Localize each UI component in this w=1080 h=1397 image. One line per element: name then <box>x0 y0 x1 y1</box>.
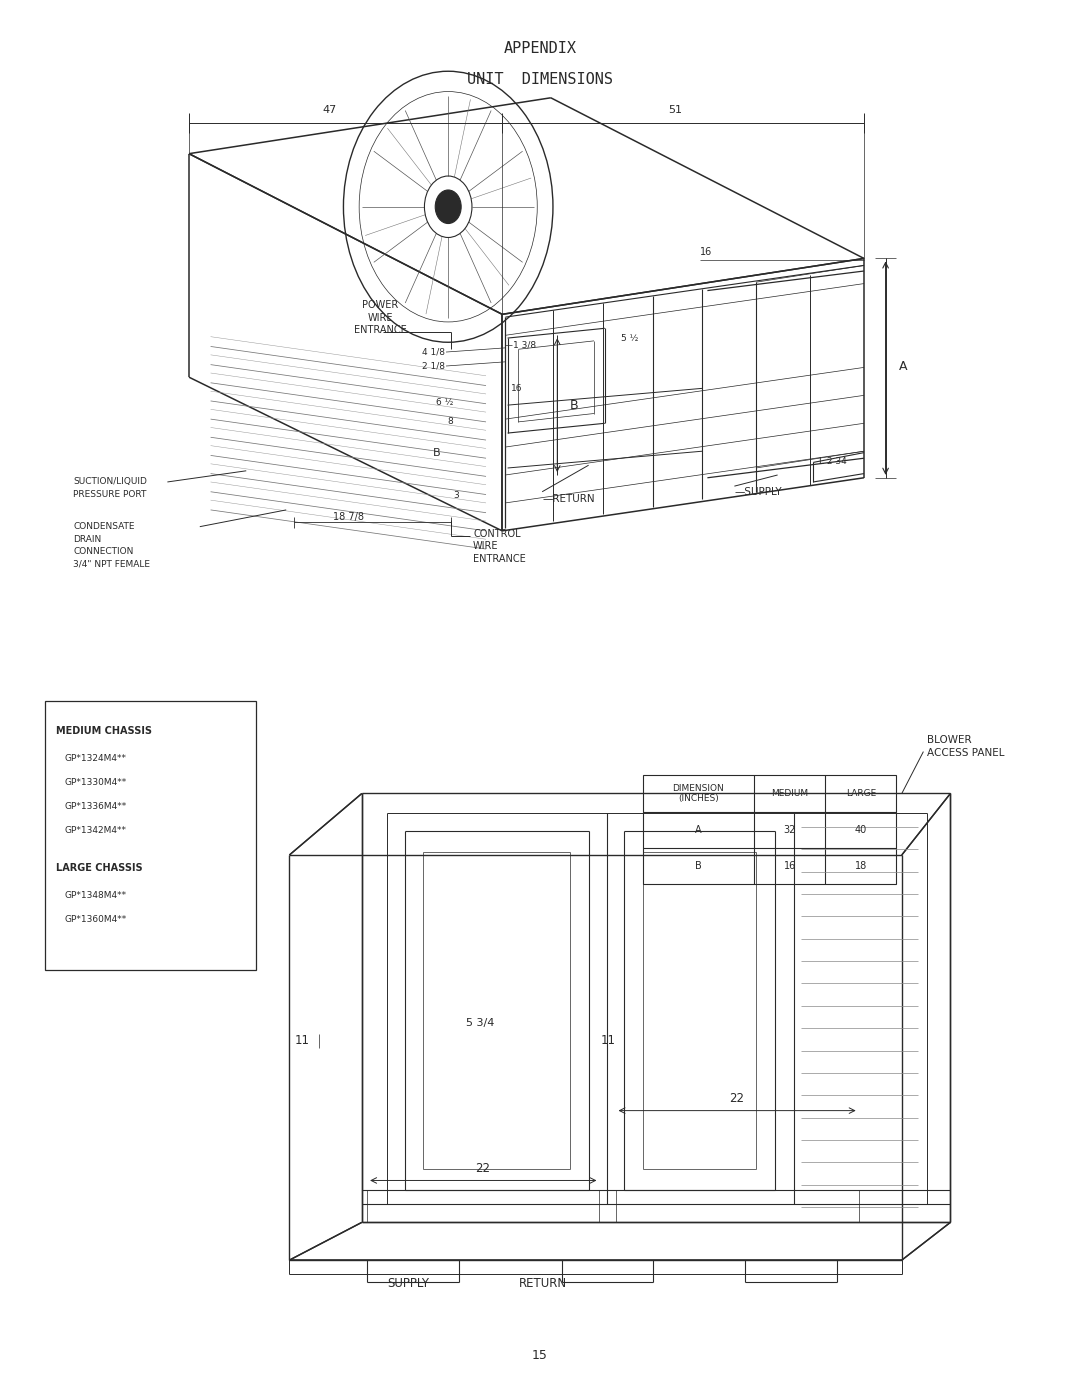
Text: 16: 16 <box>511 384 522 393</box>
Text: CONDENSATE: CONDENSATE <box>73 522 135 531</box>
Text: 16: 16 <box>700 247 712 257</box>
Text: GP*1348M4**: GP*1348M4** <box>65 891 127 900</box>
Text: 18 7/8: 18 7/8 <box>334 511 364 522</box>
Text: 32: 32 <box>784 824 796 835</box>
Bar <box>45 701 256 970</box>
Text: UNIT  DIMENSIONS: UNIT DIMENSIONS <box>467 73 613 87</box>
Text: B: B <box>696 861 702 872</box>
Text: DIMENSION
(INCHES): DIMENSION (INCHES) <box>673 784 725 803</box>
Text: —SUPPLY: —SUPPLY <box>734 486 782 497</box>
Text: 1 3/8: 1 3/8 <box>513 341 536 349</box>
Text: LARGE CHASSIS: LARGE CHASSIS <box>56 863 143 873</box>
Text: APPENDIX: APPENDIX <box>503 42 577 56</box>
Text: 6 ½: 6 ½ <box>436 398 454 407</box>
Text: B: B <box>433 447 441 458</box>
Text: ACCESS PANEL: ACCESS PANEL <box>927 747 1004 759</box>
Text: A: A <box>696 824 702 835</box>
Text: 4 1/8: 4 1/8 <box>422 348 445 356</box>
Text: 18: 18 <box>854 861 867 872</box>
Text: GP*1360M4**: GP*1360M4** <box>65 915 127 923</box>
Text: DRAIN: DRAIN <box>73 535 102 543</box>
Text: POWER: POWER <box>362 300 399 310</box>
Text: 15: 15 <box>532 1348 548 1362</box>
Text: GP*1342M4**: GP*1342M4** <box>65 826 126 834</box>
Text: A: A <box>899 359 907 373</box>
Text: CONNECTION: CONNECTION <box>73 548 134 556</box>
Text: L 2 34: L 2 34 <box>819 457 847 465</box>
Text: 47: 47 <box>322 105 337 115</box>
Text: 3/4" NPT FEMALE: 3/4" NPT FEMALE <box>73 560 150 569</box>
Text: 22: 22 <box>475 1162 490 1175</box>
Text: ENTRANCE: ENTRANCE <box>473 553 526 564</box>
Text: ENTRANCE: ENTRANCE <box>354 326 406 335</box>
Text: 11: 11 <box>600 1034 616 1048</box>
Text: SUPPLY: SUPPLY <box>388 1277 429 1289</box>
Text: 5 3/4: 5 3/4 <box>467 1017 495 1028</box>
Text: WIRE: WIRE <box>367 313 393 323</box>
Text: 3: 3 <box>454 492 459 500</box>
Text: GP*1324M4**: GP*1324M4** <box>65 754 126 763</box>
Circle shape <box>435 190 461 224</box>
Text: CONTROL: CONTROL <box>473 528 521 539</box>
Text: 8: 8 <box>448 418 454 426</box>
Text: 51: 51 <box>669 105 681 115</box>
Text: 2 1/8: 2 1/8 <box>422 362 445 370</box>
Text: SUCTION/LIQUID: SUCTION/LIQUID <box>73 478 147 486</box>
Text: 5 ½: 5 ½ <box>621 334 638 342</box>
Text: PRESSURE PORT: PRESSURE PORT <box>73 490 147 499</box>
Text: RETURN: RETURN <box>519 1277 567 1289</box>
Text: MEDIUM: MEDIUM <box>771 789 808 798</box>
Text: 22: 22 <box>729 1092 744 1105</box>
Text: BLOWER: BLOWER <box>927 735 971 746</box>
Text: —RETURN: —RETURN <box>542 493 595 504</box>
Text: GP*1336M4**: GP*1336M4** <box>65 802 127 810</box>
Text: MEDIUM CHASSIS: MEDIUM CHASSIS <box>56 726 152 736</box>
Text: 16: 16 <box>784 861 796 872</box>
Text: LARGE: LARGE <box>846 789 876 798</box>
Text: WIRE: WIRE <box>473 541 499 552</box>
Text: 11: 11 <box>295 1034 310 1048</box>
Text: GP*1330M4**: GP*1330M4** <box>65 778 127 787</box>
Bar <box>643 775 896 884</box>
Text: B: B <box>570 398 579 412</box>
Text: 40: 40 <box>854 824 867 835</box>
